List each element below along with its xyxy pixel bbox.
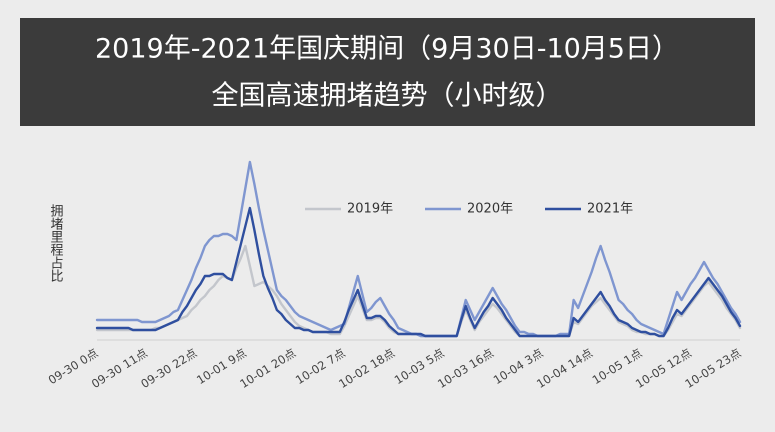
legend-label: 2020年 <box>467 202 513 217</box>
line-series <box>95 160 742 338</box>
chart-title: 2019年-2021年国庆期间（9月30日-10月5日） <box>95 34 679 65</box>
chart-subtitle: 全国高速拥堵趋势（小时级） <box>212 81 563 112</box>
line-series <box>95 206 742 338</box>
line-series <box>95 244 742 338</box>
legend-label: 2019年 <box>347 202 393 217</box>
x-tick-label: 09-30 22点 <box>138 346 199 391</box>
x-tick-label: 10-03 16点 <box>435 346 496 391</box>
x-tick-label: 10-05 23点 <box>682 346 743 391</box>
y-axis-label: 拥堵里程占比 <box>48 204 64 283</box>
x-tick-label: 10-04 14点 <box>534 346 595 391</box>
title-banner <box>20 18 755 126</box>
x-tick-label: 10-01 20点 <box>237 346 298 391</box>
x-tick-label: 10-02 18点 <box>336 346 397 391</box>
legend-label: 2021年 <box>587 202 633 217</box>
